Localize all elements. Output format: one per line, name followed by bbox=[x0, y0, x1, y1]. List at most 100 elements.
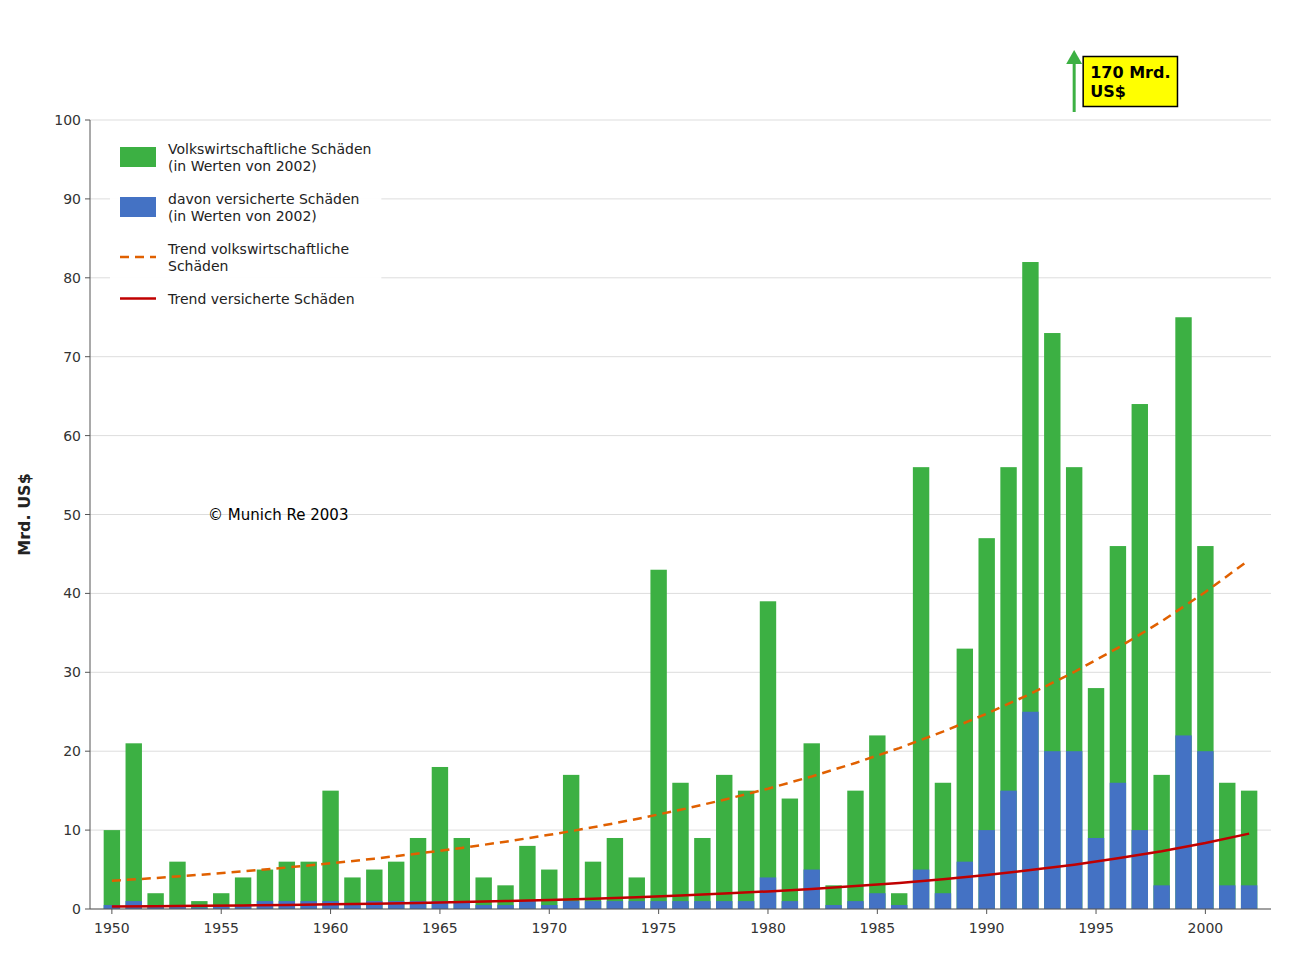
bar bbox=[1175, 735, 1191, 909]
x-tick bbox=[658, 909, 659, 914]
bar bbox=[1153, 775, 1169, 909]
y-tick-label: 40 bbox=[63, 585, 81, 601]
bar bbox=[585, 901, 601, 909]
x-tick-label: 1955 bbox=[203, 920, 239, 936]
grid bbox=[90, 120, 1271, 909]
bar bbox=[1088, 688, 1104, 909]
bar bbox=[716, 775, 732, 909]
trend-line bbox=[112, 834, 1249, 907]
x-tick bbox=[1205, 909, 1206, 914]
bar bbox=[497, 885, 513, 909]
grid-line bbox=[90, 909, 1271, 910]
bar bbox=[935, 893, 951, 909]
legend-swatch bbox=[120, 197, 156, 217]
y-tick-label: 100 bbox=[54, 112, 81, 128]
bar bbox=[1132, 830, 1148, 909]
bar bbox=[1110, 546, 1126, 909]
bar bbox=[935, 783, 951, 909]
bar bbox=[804, 743, 820, 909]
y-axis-label: Mrd. US$ bbox=[15, 473, 34, 556]
bar bbox=[563, 901, 579, 909]
x-tick bbox=[221, 909, 222, 914]
y-tick-label: 80 bbox=[63, 270, 81, 286]
x-tick bbox=[986, 909, 987, 914]
x-tick-label: 1985 bbox=[860, 920, 896, 936]
trend-line bbox=[112, 560, 1249, 881]
bar bbox=[847, 901, 863, 909]
bar bbox=[1175, 317, 1191, 909]
y-tick-label: 20 bbox=[63, 743, 81, 759]
x-tick bbox=[439, 909, 440, 914]
grid-line bbox=[90, 593, 1271, 594]
bar bbox=[1219, 885, 1235, 909]
bar bbox=[913, 870, 929, 909]
copyright-text: © Munich Re 2003 bbox=[208, 506, 348, 524]
bar bbox=[782, 799, 798, 909]
y-tick-label: 30 bbox=[63, 664, 81, 680]
legend: Volkswirtschaftliche Schäden(in Werten v… bbox=[110, 133, 381, 315]
bar bbox=[650, 901, 666, 909]
marks bbox=[104, 262, 1258, 909]
bar bbox=[1110, 783, 1126, 909]
bar bbox=[388, 862, 404, 909]
bar bbox=[1241, 885, 1257, 909]
bar bbox=[1088, 838, 1104, 909]
bar bbox=[563, 775, 579, 909]
bar bbox=[1219, 783, 1235, 909]
bar bbox=[650, 570, 666, 909]
bar bbox=[607, 901, 623, 909]
y-tick-label: 50 bbox=[63, 507, 81, 523]
bar bbox=[104, 830, 120, 909]
y-tick bbox=[85, 672, 90, 673]
y-tick bbox=[85, 277, 90, 278]
x-tick bbox=[1096, 909, 1097, 914]
bar bbox=[978, 538, 994, 909]
y-tick bbox=[85, 593, 90, 594]
y-tick bbox=[85, 830, 90, 831]
bar bbox=[432, 767, 448, 909]
annotation-arrow-head bbox=[1066, 50, 1082, 64]
bar bbox=[716, 901, 732, 909]
bar bbox=[782, 901, 798, 909]
grid-line bbox=[90, 120, 1271, 121]
x-tick-label: 1965 bbox=[422, 920, 458, 936]
bar bbox=[519, 901, 535, 909]
bar bbox=[301, 862, 317, 909]
bar bbox=[825, 905, 841, 909]
bar bbox=[169, 862, 185, 909]
y-tick-label: 60 bbox=[63, 428, 81, 444]
bar bbox=[541, 905, 557, 909]
x-tick-label: 1950 bbox=[94, 920, 130, 936]
bar bbox=[1000, 791, 1016, 909]
bar bbox=[957, 649, 973, 909]
grid-line bbox=[90, 356, 1271, 357]
bar bbox=[891, 905, 907, 909]
bar bbox=[475, 877, 491, 909]
y-tick bbox=[85, 120, 90, 121]
x-tick-label: 2000 bbox=[1188, 920, 1224, 936]
y-tick-label: 10 bbox=[63, 822, 81, 838]
bar bbox=[913, 467, 929, 909]
bar bbox=[694, 901, 710, 909]
y-axis-line bbox=[90, 120, 91, 909]
bar bbox=[672, 783, 688, 909]
x-tick-label: 1970 bbox=[531, 920, 567, 936]
grid-line bbox=[90, 435, 1271, 436]
x-tick bbox=[549, 909, 550, 914]
bar-series bbox=[104, 262, 1258, 909]
legend-label: davon versicherte Schäden(in Werten von … bbox=[168, 191, 359, 224]
x-tick-label: 1975 bbox=[641, 920, 677, 936]
y-tick bbox=[85, 198, 90, 199]
y-tick-label: 90 bbox=[63, 191, 81, 207]
grid-line bbox=[90, 672, 1271, 673]
bar bbox=[738, 901, 754, 909]
bar bbox=[257, 870, 273, 909]
legend-background bbox=[110, 133, 381, 315]
bar bbox=[585, 862, 601, 909]
bar bbox=[869, 893, 885, 909]
bar bbox=[1000, 467, 1016, 909]
x-tick bbox=[767, 909, 768, 914]
bar bbox=[410, 838, 426, 909]
bar bbox=[541, 870, 557, 909]
legend-label: Trend versicherte Schäden bbox=[167, 291, 355, 307]
